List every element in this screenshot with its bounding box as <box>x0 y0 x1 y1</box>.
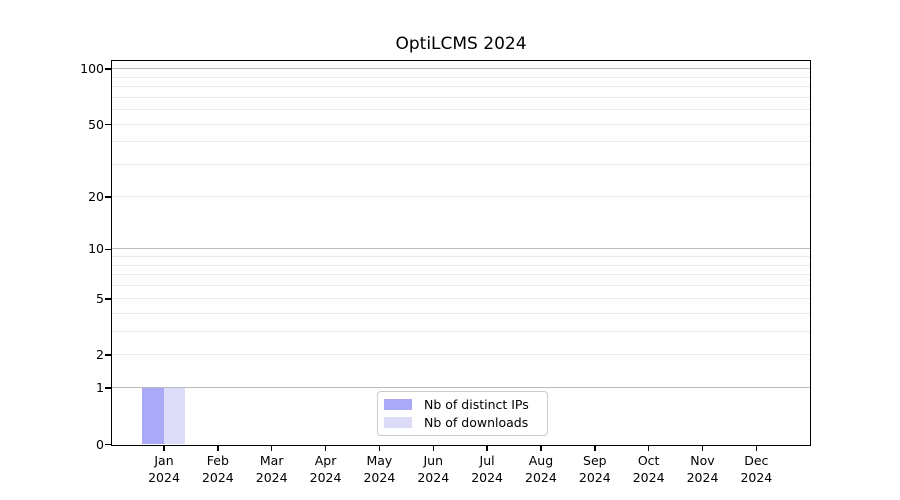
x-tick-label-may-2024: May 2024 <box>344 452 414 487</box>
x-tick-label-jan-2024: Jan 2024 <box>129 452 199 487</box>
x-tick-year: 2024 <box>309 470 342 485</box>
gridline-minor-7 <box>112 274 810 276</box>
legend-label-distinct-ips: Nb of distinct IPs <box>424 397 529 413</box>
legend: Nb of distinct IPs Nb of downloads <box>377 391 548 436</box>
x-tick-month: Sep <box>583 452 607 468</box>
x-tick-label-jun-2024: Jun 2024 <box>398 452 468 487</box>
y-tick-label-1: 1 <box>96 380 104 396</box>
gridline-minor-5 <box>112 297 810 299</box>
x-tick-label-aug-2024: Aug 2024 <box>506 452 576 487</box>
y-tick-label-10: 10 <box>88 241 104 257</box>
x-tick-label-apr-2024: Apr 2024 <box>291 452 361 487</box>
x-tick-month: Jun <box>423 452 444 468</box>
gridline-minor-90 <box>112 76 810 78</box>
gridline-minor-20 <box>112 195 810 197</box>
gridline-minor-3 <box>112 330 810 332</box>
x-tick-label-nov-2024: Nov 2024 <box>668 452 738 487</box>
gridline-minor-40 <box>112 141 810 143</box>
x-tick-month: Jul <box>479 452 495 468</box>
chart-title: OptiLCMS 2024 <box>395 34 527 54</box>
x-tick-month: Dec <box>744 452 769 468</box>
gridline-major-10 <box>112 248 810 250</box>
gridline-minor-60 <box>112 109 810 111</box>
x-tick-label-dec-2024: Dec 2024 <box>721 452 791 487</box>
x-tick-year: 2024 <box>686 470 719 485</box>
x-tick-year: 2024 <box>255 470 288 485</box>
x-tick-month: Aug <box>528 452 554 468</box>
x-tick-month: Feb <box>206 452 229 468</box>
x-tick-year: 2024 <box>632 470 665 485</box>
legend-item-distinct-ips: Nb of distinct IPs <box>384 397 539 412</box>
gridline-minor-6 <box>112 285 810 287</box>
bar-nb-of-distinct-ips-jan-2024 <box>142 387 164 444</box>
x-tick-year: 2024 <box>525 470 557 485</box>
x-tick-month: Mar <box>259 452 284 468</box>
gridline-minor-80 <box>112 86 810 88</box>
legend-swatch-downloads <box>384 416 412 428</box>
gridline-minor-30 <box>112 164 810 166</box>
x-tick-month: Apr <box>314 452 337 468</box>
x-tick-label-mar-2024: Mar 2024 <box>237 452 307 487</box>
legend-swatch-distinct-ips <box>384 399 412 411</box>
x-tick-year: 2024 <box>148 470 180 485</box>
bar-nb-of-downloads-jan-2024 <box>163 387 185 444</box>
x-tick-year: 2024 <box>417 470 450 485</box>
x-tick-label-feb-2024: Feb 2024 <box>183 452 253 487</box>
gridline-minor-9 <box>112 256 810 258</box>
legend-item-downloads: Nb of downloads <box>384 415 539 430</box>
x-tick-year: 2024 <box>578 470 611 485</box>
y-tick-label-2: 2 <box>96 347 104 363</box>
y-tick-label-20: 20 <box>88 188 104 204</box>
gridline-minor-2 <box>112 354 810 356</box>
x-tick-year: 2024 <box>201 470 234 485</box>
x-tick-month: Oct <box>637 452 660 468</box>
y-tick-label-0: 0 <box>96 436 104 452</box>
gridline-minor-50 <box>112 123 810 125</box>
legend-label-downloads: Nb of downloads <box>424 414 529 430</box>
y-tick-label-50: 50 <box>88 116 104 132</box>
gridline-major-100 <box>112 68 810 70</box>
y-tick-label-100: 100 <box>80 61 104 77</box>
y-tick-label-5: 5 <box>96 290 104 306</box>
x-tick-year: 2024 <box>363 470 396 485</box>
gridline-minor-4 <box>112 312 810 314</box>
x-tick-year: 2024 <box>471 470 503 485</box>
x-tick-label-sep-2024: Sep 2024 <box>560 452 630 487</box>
x-tick-month: May <box>366 452 393 468</box>
x-tick-label-oct-2024: Oct 2024 <box>614 452 684 487</box>
gridline-major-1 <box>112 387 810 389</box>
x-tick-month: Jan <box>154 452 174 468</box>
gridline-minor-70 <box>112 96 810 98</box>
gridline-minor-8 <box>112 264 810 266</box>
x-tick-month: Nov <box>690 452 715 468</box>
x-tick-year: 2024 <box>740 470 773 485</box>
x-tick-label-jul-2024: Jul 2024 <box>452 452 522 487</box>
plot-area <box>111 60 811 446</box>
